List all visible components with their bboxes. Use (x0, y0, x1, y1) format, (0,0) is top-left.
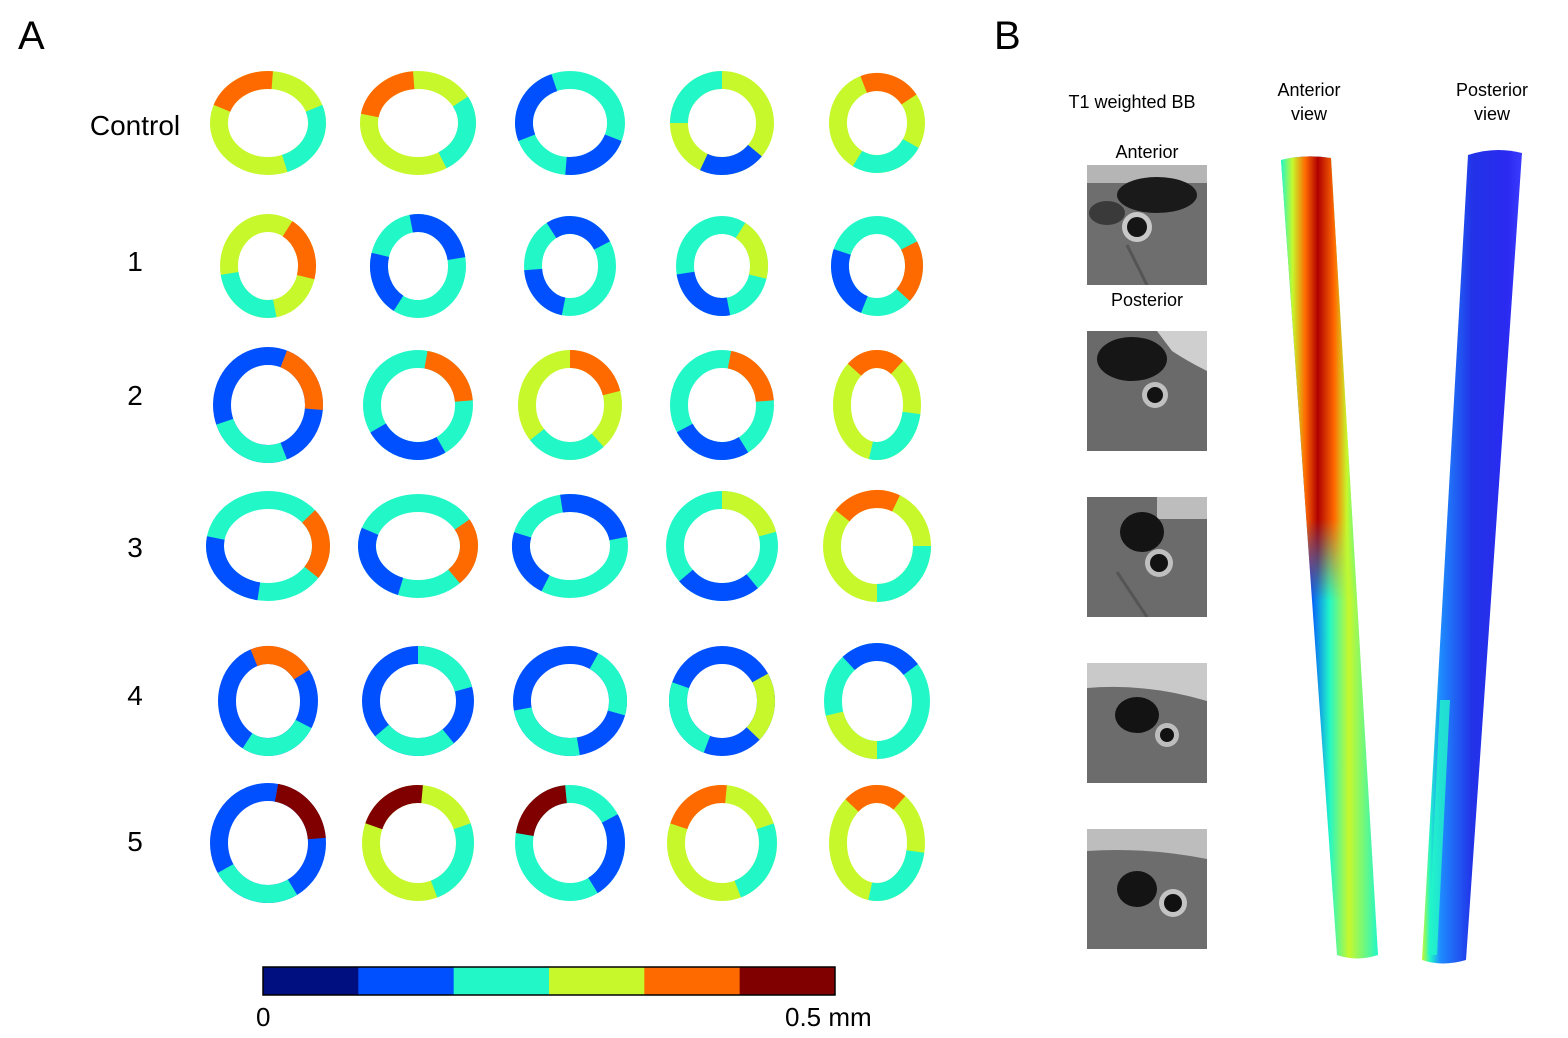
panel-a-letter: A (18, 14, 45, 58)
vessel-ring (666, 491, 778, 601)
vessel-ring (667, 785, 777, 901)
vessel-ring (358, 494, 478, 598)
colorbar-cell (453, 967, 550, 995)
vessel-ring (213, 347, 323, 463)
vessel-ring (210, 783, 326, 903)
vessel-ring (669, 646, 775, 756)
vessel-ring (824, 643, 930, 759)
vessel-ring (360, 71, 476, 175)
posterior-view-line1: Posterior (1455, 80, 1529, 100)
posterior-view-label: Posterior view (1432, 78, 1552, 126)
vessel-ring (515, 71, 625, 175)
colorbar-max-label: 0.5 mm (785, 1002, 872, 1032)
vessel-ring (218, 646, 318, 756)
vessel-ring (829, 785, 925, 901)
vessel-ring (206, 491, 330, 601)
vessel-ring (670, 350, 774, 460)
vessel-ring (362, 785, 474, 901)
colorbar-min-label: 0 (256, 1002, 271, 1032)
anterior-view-line2: view (1290, 104, 1327, 124)
anterior-view-label: Anterior view (1249, 78, 1369, 126)
posterior-view-line2: view (1473, 104, 1510, 124)
vessel-ring (210, 71, 326, 175)
anterior-view-line1: Anterior (1277, 80, 1341, 100)
colorbar-cell (644, 967, 741, 995)
vessel-ring (362, 646, 474, 756)
mri-slice-2 (1087, 331, 1207, 451)
row-label-1: 1 (127, 246, 143, 277)
colorbar-cell (549, 967, 645, 995)
vessel-ring (518, 350, 622, 460)
mri-slice-1 (1087, 165, 1207, 285)
vessel-ring (676, 216, 768, 316)
mri-slice-3 (1087, 497, 1207, 617)
vessel-ring (670, 71, 774, 175)
mri-slice-5 (1087, 829, 1207, 949)
vessel-ring (220, 214, 316, 318)
vessel-ring (512, 494, 628, 598)
vessel-ring (515, 785, 625, 901)
posterior-label: Posterior (1110, 290, 1184, 310)
panel-b-letter: B (994, 14, 1021, 58)
t1-title: T1 weighted BB (1068, 92, 1196, 112)
vessel-ring (363, 350, 473, 460)
row-label-2: 2 (127, 380, 143, 411)
vessel-ring (524, 216, 616, 316)
vessel-ring (823, 490, 931, 602)
row-label-3: 3 (127, 532, 143, 563)
row-label-control: Control (89, 110, 181, 141)
vessel-ring (831, 216, 923, 316)
row-label-5: 5 (127, 826, 143, 857)
vessel-ring (829, 73, 925, 173)
anterior-label: Anterior (1115, 142, 1179, 162)
colorbar-cell (358, 967, 455, 995)
mri-slice-4 (1087, 663, 1207, 783)
vessel-ring (513, 646, 627, 756)
vessel-ring (370, 214, 466, 318)
row-label-4: 4 (127, 680, 143, 711)
colorbar-cell (263, 967, 359, 995)
colorbar-cell (739, 967, 836, 995)
vessel-ring (833, 350, 921, 460)
